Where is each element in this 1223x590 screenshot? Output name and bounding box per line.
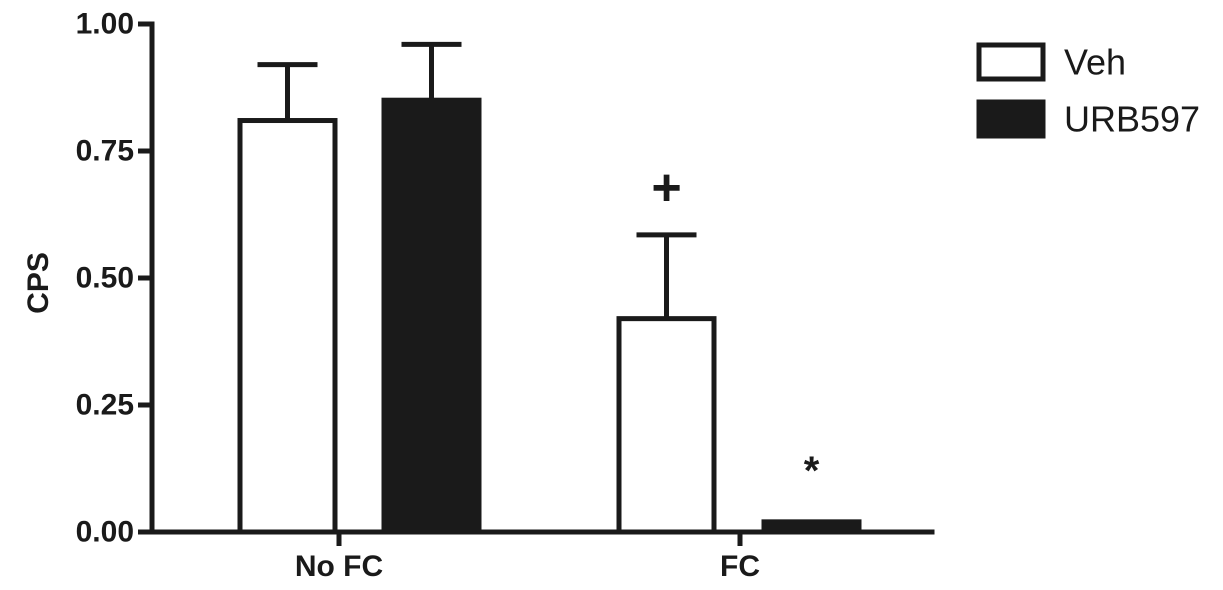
legend-swatch-urb597: [976, 99, 1046, 139]
significance-annotation: +: [651, 159, 681, 217]
legend-label-veh: Veh: [1064, 42, 1126, 83]
error-bars: [257, 41, 697, 319]
bars: [237, 97, 862, 535]
y-tick-label: 0.00: [76, 516, 134, 549]
y-tick-label: 0.25: [76, 389, 134, 422]
bar-veh-no-fc: [237, 118, 338, 535]
y-tick-label: 1.00: [76, 8, 134, 41]
y-tick-label: 0.50: [76, 262, 134, 295]
y-axis: 0.00 0.25 0.50 0.75 1.00: [76, 8, 155, 549]
legend: Veh URB597: [976, 42, 1200, 140]
x-tick-label: FC: [720, 550, 760, 583]
significance-annotation: *: [804, 449, 820, 493]
x-tick-label: No FC: [295, 550, 383, 583]
y-tick-label: 0.75: [76, 135, 134, 168]
legend-label-urb597: URB597: [1064, 99, 1200, 140]
bar-urb597-no-fc: [381, 97, 482, 535]
legend-swatch-veh: [976, 42, 1046, 82]
y-axis-label-group: CPS: [22, 252, 55, 314]
y-axis-label: CPS: [22, 252, 55, 314]
annotations: +*: [651, 159, 819, 493]
x-axis: No FC FC: [149, 529, 935, 583]
bar-veh-fc: [616, 316, 717, 535]
